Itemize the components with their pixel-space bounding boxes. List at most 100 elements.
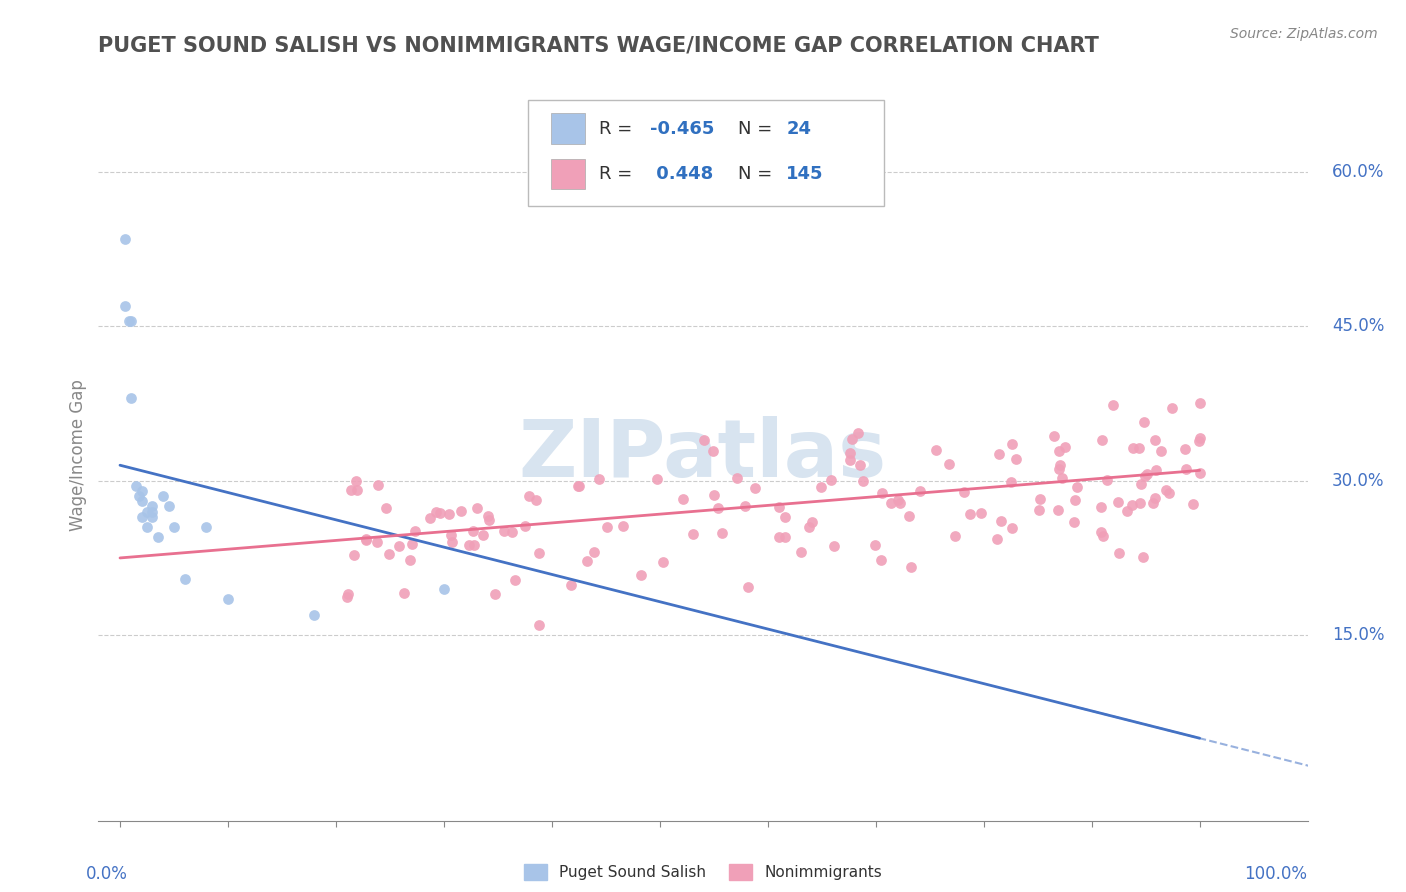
Point xyxy=(986,532,1008,546)
Point xyxy=(1090,433,1112,447)
Point xyxy=(952,485,974,500)
Point xyxy=(120,314,142,328)
Point xyxy=(513,519,536,533)
Point xyxy=(524,492,547,507)
Point xyxy=(1090,500,1112,515)
Point xyxy=(1001,437,1024,451)
Point xyxy=(1001,521,1024,535)
Point xyxy=(1028,503,1050,517)
Point xyxy=(1107,495,1129,509)
Point xyxy=(478,513,501,527)
Point xyxy=(437,507,460,521)
Point xyxy=(702,444,724,458)
Text: 60.0%: 60.0% xyxy=(1331,162,1384,180)
Point xyxy=(969,506,991,520)
Point xyxy=(1188,396,1211,410)
Point xyxy=(1047,444,1070,458)
Text: R =: R = xyxy=(599,120,638,137)
Point xyxy=(346,483,368,498)
Point xyxy=(425,505,447,519)
Point xyxy=(336,590,359,604)
Point xyxy=(773,529,796,543)
Point xyxy=(849,458,872,472)
Point xyxy=(114,299,136,313)
Point xyxy=(366,535,388,549)
Point xyxy=(1004,452,1026,467)
Point xyxy=(1095,473,1118,487)
Point xyxy=(645,472,668,486)
Text: ZIPatlas: ZIPatlas xyxy=(519,416,887,494)
Point xyxy=(567,479,589,493)
Point xyxy=(1133,469,1156,483)
Point xyxy=(378,547,401,561)
Point xyxy=(367,478,389,492)
Point xyxy=(744,482,766,496)
Point xyxy=(560,577,582,591)
Point xyxy=(146,530,169,544)
Text: 100.0%: 100.0% xyxy=(1244,864,1308,882)
Text: 30.0%: 30.0% xyxy=(1331,472,1385,490)
Point xyxy=(1173,442,1195,456)
Point xyxy=(195,520,218,534)
Point xyxy=(583,545,606,559)
Point xyxy=(1159,486,1181,500)
Point xyxy=(1143,434,1166,448)
Text: PUGET SOUND SALISH VS NONIMMIGRANTS WAGE/INCOME GAP CORRELATION CHART: PUGET SOUND SALISH VS NONIMMIGRANTS WAGE… xyxy=(98,36,1099,55)
Point xyxy=(865,537,887,551)
Point xyxy=(852,474,875,488)
Point xyxy=(419,510,441,524)
Point xyxy=(141,509,163,524)
Point xyxy=(463,538,485,552)
Point xyxy=(354,533,377,547)
Point xyxy=(1132,549,1154,564)
Point xyxy=(839,453,862,467)
Point xyxy=(652,555,675,569)
Point xyxy=(672,492,695,507)
Point xyxy=(1150,444,1173,458)
Text: 45.0%: 45.0% xyxy=(1331,318,1384,335)
Point xyxy=(1046,503,1069,517)
Point xyxy=(1135,467,1157,481)
Text: N =: N = xyxy=(738,120,772,137)
Point xyxy=(734,499,756,513)
Text: Source: ZipAtlas.com: Source: ZipAtlas.com xyxy=(1230,27,1378,41)
Text: 0.0%: 0.0% xyxy=(86,864,128,882)
Point xyxy=(527,546,550,560)
Point xyxy=(1063,515,1085,529)
Point xyxy=(450,504,472,518)
Point xyxy=(1090,524,1112,539)
Point xyxy=(1130,477,1153,491)
Point xyxy=(136,505,159,519)
Point xyxy=(157,500,180,514)
Point xyxy=(131,494,153,508)
Point xyxy=(612,518,634,533)
Point xyxy=(588,472,610,486)
Point xyxy=(501,525,523,540)
Point xyxy=(990,514,1012,528)
Point xyxy=(1182,497,1205,511)
Point xyxy=(1188,467,1211,481)
Point xyxy=(392,586,415,600)
Point xyxy=(773,510,796,524)
Point xyxy=(869,552,891,566)
Point xyxy=(304,607,326,622)
Point xyxy=(889,496,911,510)
Point xyxy=(841,432,863,446)
Point xyxy=(568,479,591,493)
Point xyxy=(790,545,813,559)
Point xyxy=(1029,491,1052,506)
Point xyxy=(354,533,377,547)
Point xyxy=(1144,463,1167,477)
Point xyxy=(401,537,423,551)
Point xyxy=(703,487,725,501)
Point xyxy=(1133,415,1156,429)
Point xyxy=(131,509,153,524)
Point xyxy=(880,496,903,510)
Point xyxy=(1121,498,1143,512)
Point xyxy=(131,483,153,498)
Point xyxy=(706,500,728,515)
Point xyxy=(461,524,484,538)
Point xyxy=(141,500,163,514)
Point xyxy=(217,592,239,607)
Point xyxy=(799,520,821,534)
